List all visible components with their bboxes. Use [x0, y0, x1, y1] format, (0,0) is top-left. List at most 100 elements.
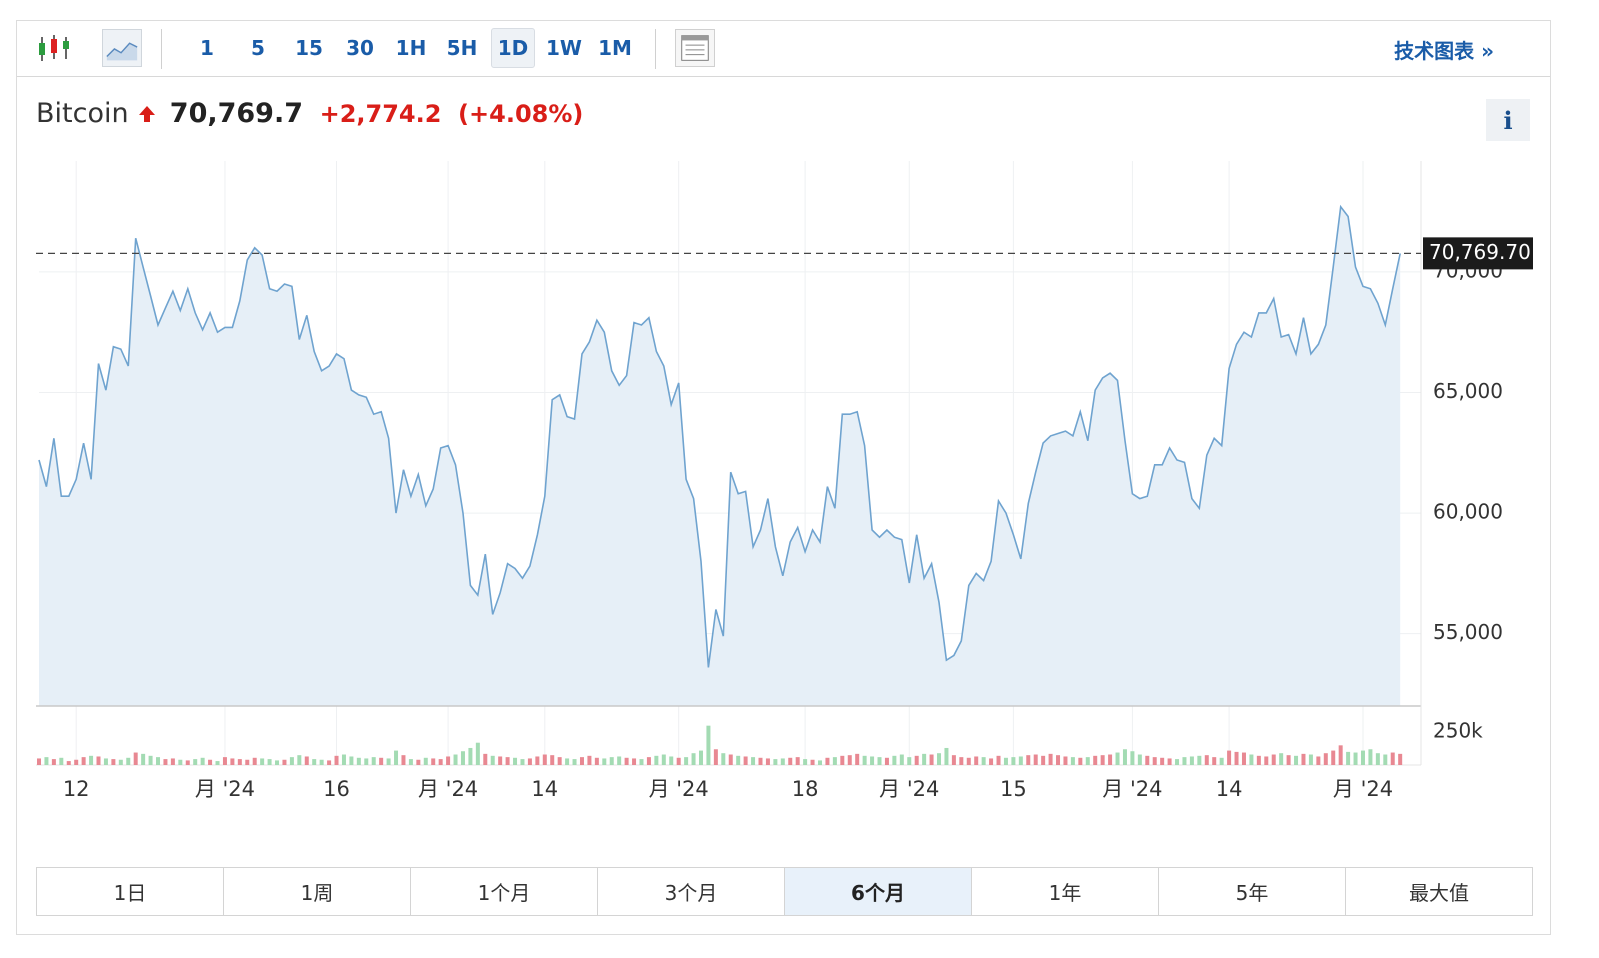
- volume-bar: [1264, 756, 1269, 765]
- volume-bar: [713, 749, 718, 765]
- price: 70,769.7: [169, 98, 304, 129]
- volume-bar: [327, 760, 332, 765]
- volume-bar: [304, 756, 309, 765]
- interval-button[interactable]: 5H: [446, 36, 478, 60]
- volume-bar: [1271, 754, 1276, 765]
- x-tick-label: 18: [792, 777, 819, 801]
- volume-bar: [565, 758, 570, 765]
- volume-bar: [1130, 751, 1135, 765]
- volume-bar: [252, 757, 257, 765]
- reference-label-box: [1423, 237, 1533, 270]
- volume-bar: [1018, 756, 1023, 765]
- volume-bar: [1301, 753, 1306, 765]
- interval-button[interactable]: 1W: [546, 36, 582, 60]
- volume-bar: [907, 757, 912, 765]
- volume-bar: [74, 759, 79, 765]
- volume-bar: [892, 755, 897, 765]
- volume-bar: [572, 759, 577, 765]
- price-change: +2,774.2: [319, 99, 442, 128]
- volume-bar: [1212, 757, 1217, 765]
- volume-bar: [200, 757, 205, 765]
- table-icon[interactable]: [675, 29, 715, 67]
- interval-button[interactable]: 5: [251, 36, 265, 60]
- volume-bar: [1160, 757, 1165, 765]
- volume-bar: [989, 758, 994, 765]
- range-button[interactable]: 5年: [1159, 868, 1346, 915]
- range-button[interactable]: 1周: [224, 868, 411, 915]
- line-chart-icon[interactable]: [102, 29, 142, 67]
- volume-bar: [1204, 755, 1209, 765]
- volume-bar: [557, 757, 562, 765]
- volume-bar: [1056, 755, 1061, 765]
- volume-bar: [156, 757, 161, 765]
- volume-bar: [51, 759, 56, 765]
- interval-button[interactable]: 1M: [598, 36, 632, 60]
- candlestick-icon[interactable]: [35, 29, 75, 67]
- volume-bar: [379, 757, 384, 765]
- volume-bar: [371, 757, 376, 765]
- x-tick-label: 14: [1216, 777, 1243, 801]
- volume-bar: [483, 753, 488, 765]
- price-line: [38, 204, 1401, 668]
- volume-bar: [208, 759, 213, 765]
- interval-group: 1 5 15 30 1H 5H 1D 1W 1M: [185, 28, 644, 68]
- volume-bar: [475, 742, 480, 765]
- volume-bar: [736, 755, 741, 765]
- range-button[interactable]: 1年: [972, 868, 1159, 915]
- volume-bar: [513, 757, 518, 765]
- volume-bar: [550, 755, 555, 765]
- price-area: [39, 206, 1401, 707]
- interval-button[interactable]: 1: [200, 36, 214, 60]
- volume-bar: [89, 755, 94, 765]
- volume-bar: [1152, 757, 1157, 765]
- volume-bar: [691, 753, 696, 765]
- volume-bar: [1383, 754, 1388, 765]
- volume-bar: [275, 760, 280, 765]
- volume-bar: [1167, 758, 1172, 765]
- volume-bar: [1234, 751, 1239, 765]
- volume-bar: [126, 757, 131, 765]
- volume-bar: [832, 757, 837, 765]
- technical-chart-link[interactable]: 技术图表 »: [1394, 39, 1494, 63]
- x-tick-label: 12: [63, 777, 90, 801]
- x-tick-label: 月 '24: [1333, 777, 1393, 801]
- volume-bar: [542, 754, 547, 765]
- volume-bar: [661, 754, 666, 765]
- volume-bar: [609, 757, 614, 765]
- volume-bar: [170, 758, 175, 765]
- volume-bar: [810, 759, 815, 765]
- volume-bar: [632, 758, 637, 765]
- volume-bar: [773, 759, 778, 765]
- volume-bar: [1122, 749, 1127, 765]
- volume-bar: [1197, 755, 1202, 765]
- interval-button[interactable]: 15: [295, 36, 323, 60]
- interval-button[interactable]: 1H: [395, 36, 427, 60]
- volume-bar: [438, 759, 443, 765]
- volume-bar: [1011, 757, 1016, 765]
- volume-bar: [676, 757, 681, 765]
- info-button[interactable]: i: [1486, 99, 1530, 141]
- volume-bar: [1375, 753, 1380, 765]
- volume-bar: [765, 758, 770, 765]
- volume-bar: [706, 725, 711, 765]
- interval-button[interactable]: 30: [346, 36, 374, 60]
- range-button[interactable]: 最大值: [1409, 881, 1469, 905]
- x-tick-label: 月 '24: [649, 777, 709, 801]
- interval-button[interactable]: 1D: [491, 28, 535, 68]
- range-button[interactable]: 3个月: [598, 868, 785, 915]
- volume-bar: [1070, 757, 1075, 765]
- range-button[interactable]: 1个月: [411, 868, 598, 915]
- range-button[interactable]: 1日: [37, 868, 224, 915]
- y-tick-label: 60,000: [1433, 500, 1503, 524]
- volume-bar: [1286, 755, 1291, 765]
- volume-bar: [535, 756, 540, 765]
- volume-bar: [1294, 755, 1299, 765]
- volume-bar: [1189, 756, 1194, 765]
- x-tick-label: 月 '24: [195, 777, 255, 801]
- range-button[interactable]: 6个月: [785, 868, 972, 915]
- volume-bar: [1241, 752, 1246, 765]
- volume-bar: [1182, 757, 1187, 765]
- volume-bar: [178, 759, 183, 765]
- volume-bar: [356, 757, 361, 765]
- volume-bar: [1279, 753, 1284, 765]
